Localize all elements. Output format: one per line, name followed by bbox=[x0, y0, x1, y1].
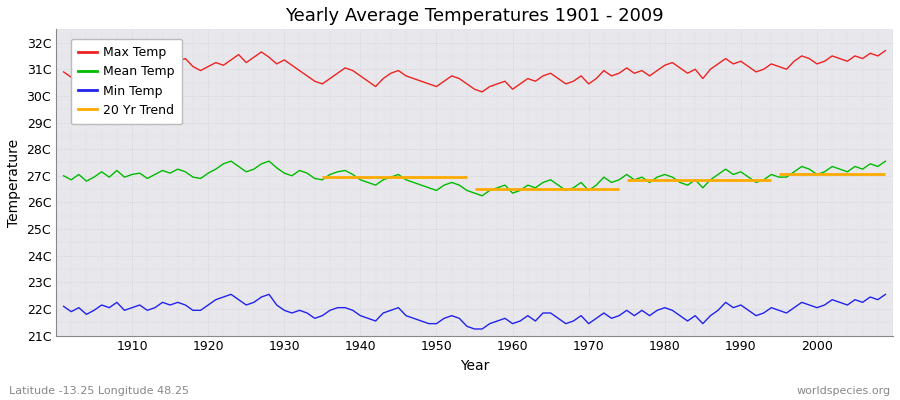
X-axis label: Year: Year bbox=[460, 359, 490, 373]
Legend: Max Temp, Mean Temp, Min Temp, 20 Yr Trend: Max Temp, Mean Temp, Min Temp, 20 Yr Tre… bbox=[70, 38, 182, 124]
Title: Yearly Average Temperatures 1901 - 2009: Yearly Average Temperatures 1901 - 2009 bbox=[285, 7, 664, 25]
Text: worldspecies.org: worldspecies.org bbox=[796, 386, 891, 396]
Text: Latitude -13.25 Longitude 48.25: Latitude -13.25 Longitude 48.25 bbox=[9, 386, 189, 396]
Y-axis label: Temperature: Temperature bbox=[7, 138, 21, 226]
